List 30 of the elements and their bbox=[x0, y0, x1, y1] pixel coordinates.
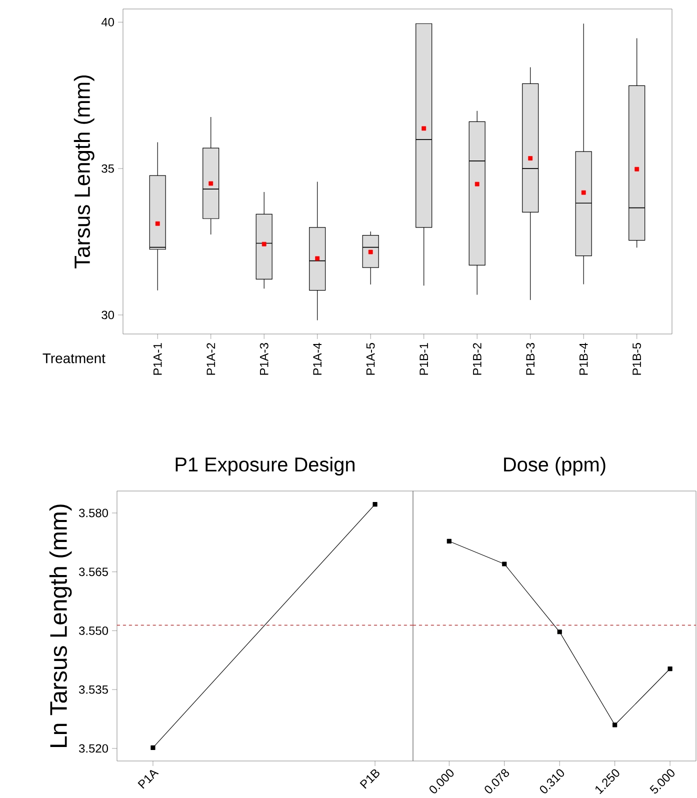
point bbox=[668, 666, 672, 672]
y-tick-label: 3.565 bbox=[79, 568, 108, 576]
y-axis-title: Tarsus Length (mm) bbox=[74, 75, 94, 268]
point bbox=[612, 722, 618, 728]
y-tick-label: 3.535 bbox=[79, 685, 108, 694]
x-axis-title: Treatment bbox=[42, 354, 106, 364]
x-tick-label: P1A-5 bbox=[366, 343, 375, 375]
x-tick-label: P1B-3 bbox=[526, 343, 535, 375]
y-tick-label: 35 bbox=[102, 164, 114, 173]
point bbox=[446, 538, 452, 544]
point bbox=[557, 630, 562, 634]
y-tick-label: 3.550 bbox=[79, 626, 108, 635]
x-tick-label: P1A-3 bbox=[260, 343, 268, 375]
y-axis-title: Ln Tarsus Length (mm) bbox=[49, 504, 72, 747]
x-tick-label: P1B-4 bbox=[579, 342, 588, 375]
x-tick-label: P1B-5 bbox=[632, 343, 642, 375]
y-tick-label: 3.520 bbox=[79, 744, 108, 753]
x-tick-label: P1B-2 bbox=[472, 343, 482, 375]
point bbox=[502, 562, 507, 566]
x-tick-label: P1B bbox=[360, 769, 380, 789]
y-tick-label: 3.580 bbox=[79, 508, 108, 518]
x-tick-label: P1A-1 bbox=[154, 343, 162, 375]
y-tick-label: 40 bbox=[101, 18, 114, 26]
chart-title: Dose (ppm) bbox=[504, 456, 606, 476]
x-tick-label: P1A-4 bbox=[313, 342, 322, 375]
x-tick-label: P1A bbox=[138, 770, 159, 789]
x-tick-label: P1A-2 bbox=[206, 343, 216, 375]
chart-title: P1 Exposure Design bbox=[176, 456, 354, 476]
x-tick-label: P1B-1 bbox=[420, 343, 428, 375]
y-tick-label: 30 bbox=[102, 310, 114, 320]
